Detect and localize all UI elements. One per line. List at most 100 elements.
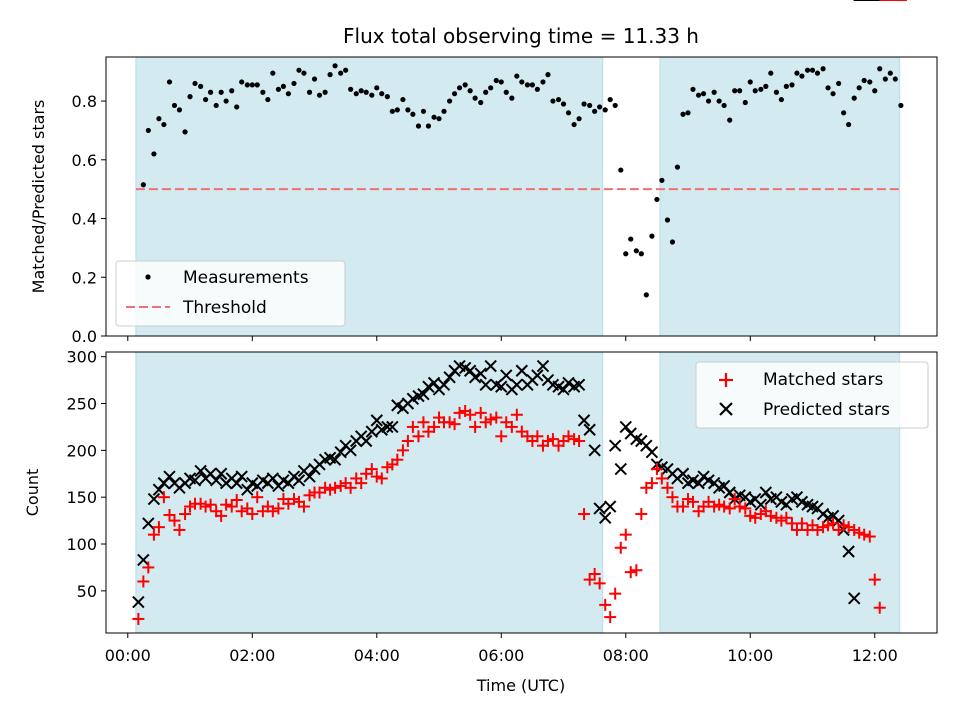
measurement-point	[560, 101, 567, 107]
x-tick-label: 12:00	[852, 646, 898, 665]
matched-star-point	[531, 430, 544, 443]
chart-title: Flux total observing time = 11.33 h	[343, 24, 699, 48]
measurement-point	[503, 89, 509, 95]
measurement-point	[425, 123, 432, 129]
matched-star-point	[179, 508, 192, 521]
measurement-point	[669, 239, 676, 245]
predicted-star-point	[608, 439, 622, 452]
predicted-star-point	[614, 462, 627, 476]
predicted-star-point	[137, 553, 150, 567]
matched-star-point	[396, 444, 409, 457]
measurement-point	[161, 121, 167, 128]
matched-star-point	[739, 502, 752, 515]
matched-star-point	[152, 521, 165, 534]
measurement-point	[524, 82, 531, 88]
matched-star-point	[147, 528, 160, 541]
measurement-point	[768, 70, 774, 76]
matched-star-point	[609, 587, 622, 600]
matched-star-point	[137, 575, 150, 588]
matched-star-point	[873, 601, 886, 614]
predicted-star-point	[328, 453, 342, 466]
measurement-point	[519, 79, 525, 85]
measurement-point	[680, 111, 686, 117]
measurement-point	[685, 110, 691, 116]
matched-star-point	[230, 493, 243, 506]
matched-star-point	[578, 508, 591, 521]
matched-star-point	[764, 509, 777, 522]
measurement-point	[825, 85, 831, 91]
measurement-point	[379, 91, 385, 97]
matched-star-point	[132, 612, 145, 625]
measurement-point	[534, 86, 540, 92]
measurement-point	[773, 89, 780, 95]
predicted-star-point	[147, 492, 161, 506]
measurement-point	[789, 82, 795, 88]
measurement-point	[405, 107, 411, 113]
measurement-point	[882, 76, 888, 82]
predicted-star-point	[292, 474, 306, 487]
matched-star-point	[157, 491, 170, 504]
measurement-point	[804, 67, 811, 73]
predicted-star-point	[468, 371, 482, 384]
predicted-star-point	[163, 470, 176, 483]
matched-star-point	[650, 463, 663, 476]
measurement-point	[187, 94, 193, 100]
measurement-point	[400, 96, 406, 103]
top-legend-box	[115, 260, 346, 327]
predicted-star-point	[479, 378, 492, 391]
measurement-point	[301, 70, 307, 76]
predicted-star-point	[572, 378, 586, 391]
measurement-point	[711, 89, 717, 95]
measurement-point	[597, 104, 603, 110]
matched-star-point	[474, 406, 487, 419]
measurement-point	[436, 116, 442, 122]
measurement-point	[649, 233, 655, 239]
bottom-y-axis-label: Count	[23, 469, 42, 517]
matched-star-point	[546, 433, 559, 446]
predicted-star-point	[365, 425, 379, 438]
matched-star-point	[220, 498, 233, 511]
measurement-point	[565, 110, 572, 116]
bottom-y-tick-label: 200	[66, 441, 97, 460]
measurement-point	[509, 95, 515, 101]
measurement-point	[213, 102, 219, 109]
measurement-point	[389, 108, 395, 114]
measurement-point	[363, 89, 369, 95]
matched-star-point	[297, 500, 310, 513]
matched-star-point	[453, 406, 466, 419]
matched-star-point	[790, 523, 803, 536]
bottom-plot-frame	[105, 351, 938, 634]
measurement-point	[265, 96, 271, 103]
predicted-star-point	[303, 470, 316, 483]
measurement-point	[830, 91, 836, 97]
measurement-point	[338, 70, 344, 76]
matched-star-point	[645, 477, 658, 490]
legend-measurements-label: Measurements	[183, 268, 309, 288]
measurement-point	[493, 77, 499, 84]
measurement-point	[867, 79, 873, 85]
measurement-point	[555, 96, 562, 103]
measurement-point	[778, 96, 784, 103]
measurement-point	[306, 89, 313, 95]
predicted-star-point	[562, 376, 575, 390]
measurement-point	[151, 151, 157, 157]
matched-star-point	[624, 566, 637, 579]
measurement-point	[877, 66, 883, 72]
matched-star-point	[251, 491, 264, 504]
matched-star-point	[723, 502, 736, 515]
measurement-point	[540, 79, 546, 85]
measurement-point	[456, 85, 463, 91]
measurement-point	[291, 80, 297, 87]
predicted-star-point	[588, 444, 601, 457]
measurement-point	[545, 72, 551, 78]
matched-star-point	[780, 511, 793, 524]
measurement-point	[690, 86, 696, 92]
matched-star-point	[733, 500, 746, 513]
measurement-point	[420, 108, 427, 114]
measurement-point	[156, 116, 162, 122]
measurement-point	[431, 114, 437, 120]
predicted-star-point	[235, 470, 248, 483]
matched-star-point	[686, 495, 699, 508]
matched-star-point	[215, 509, 228, 522]
